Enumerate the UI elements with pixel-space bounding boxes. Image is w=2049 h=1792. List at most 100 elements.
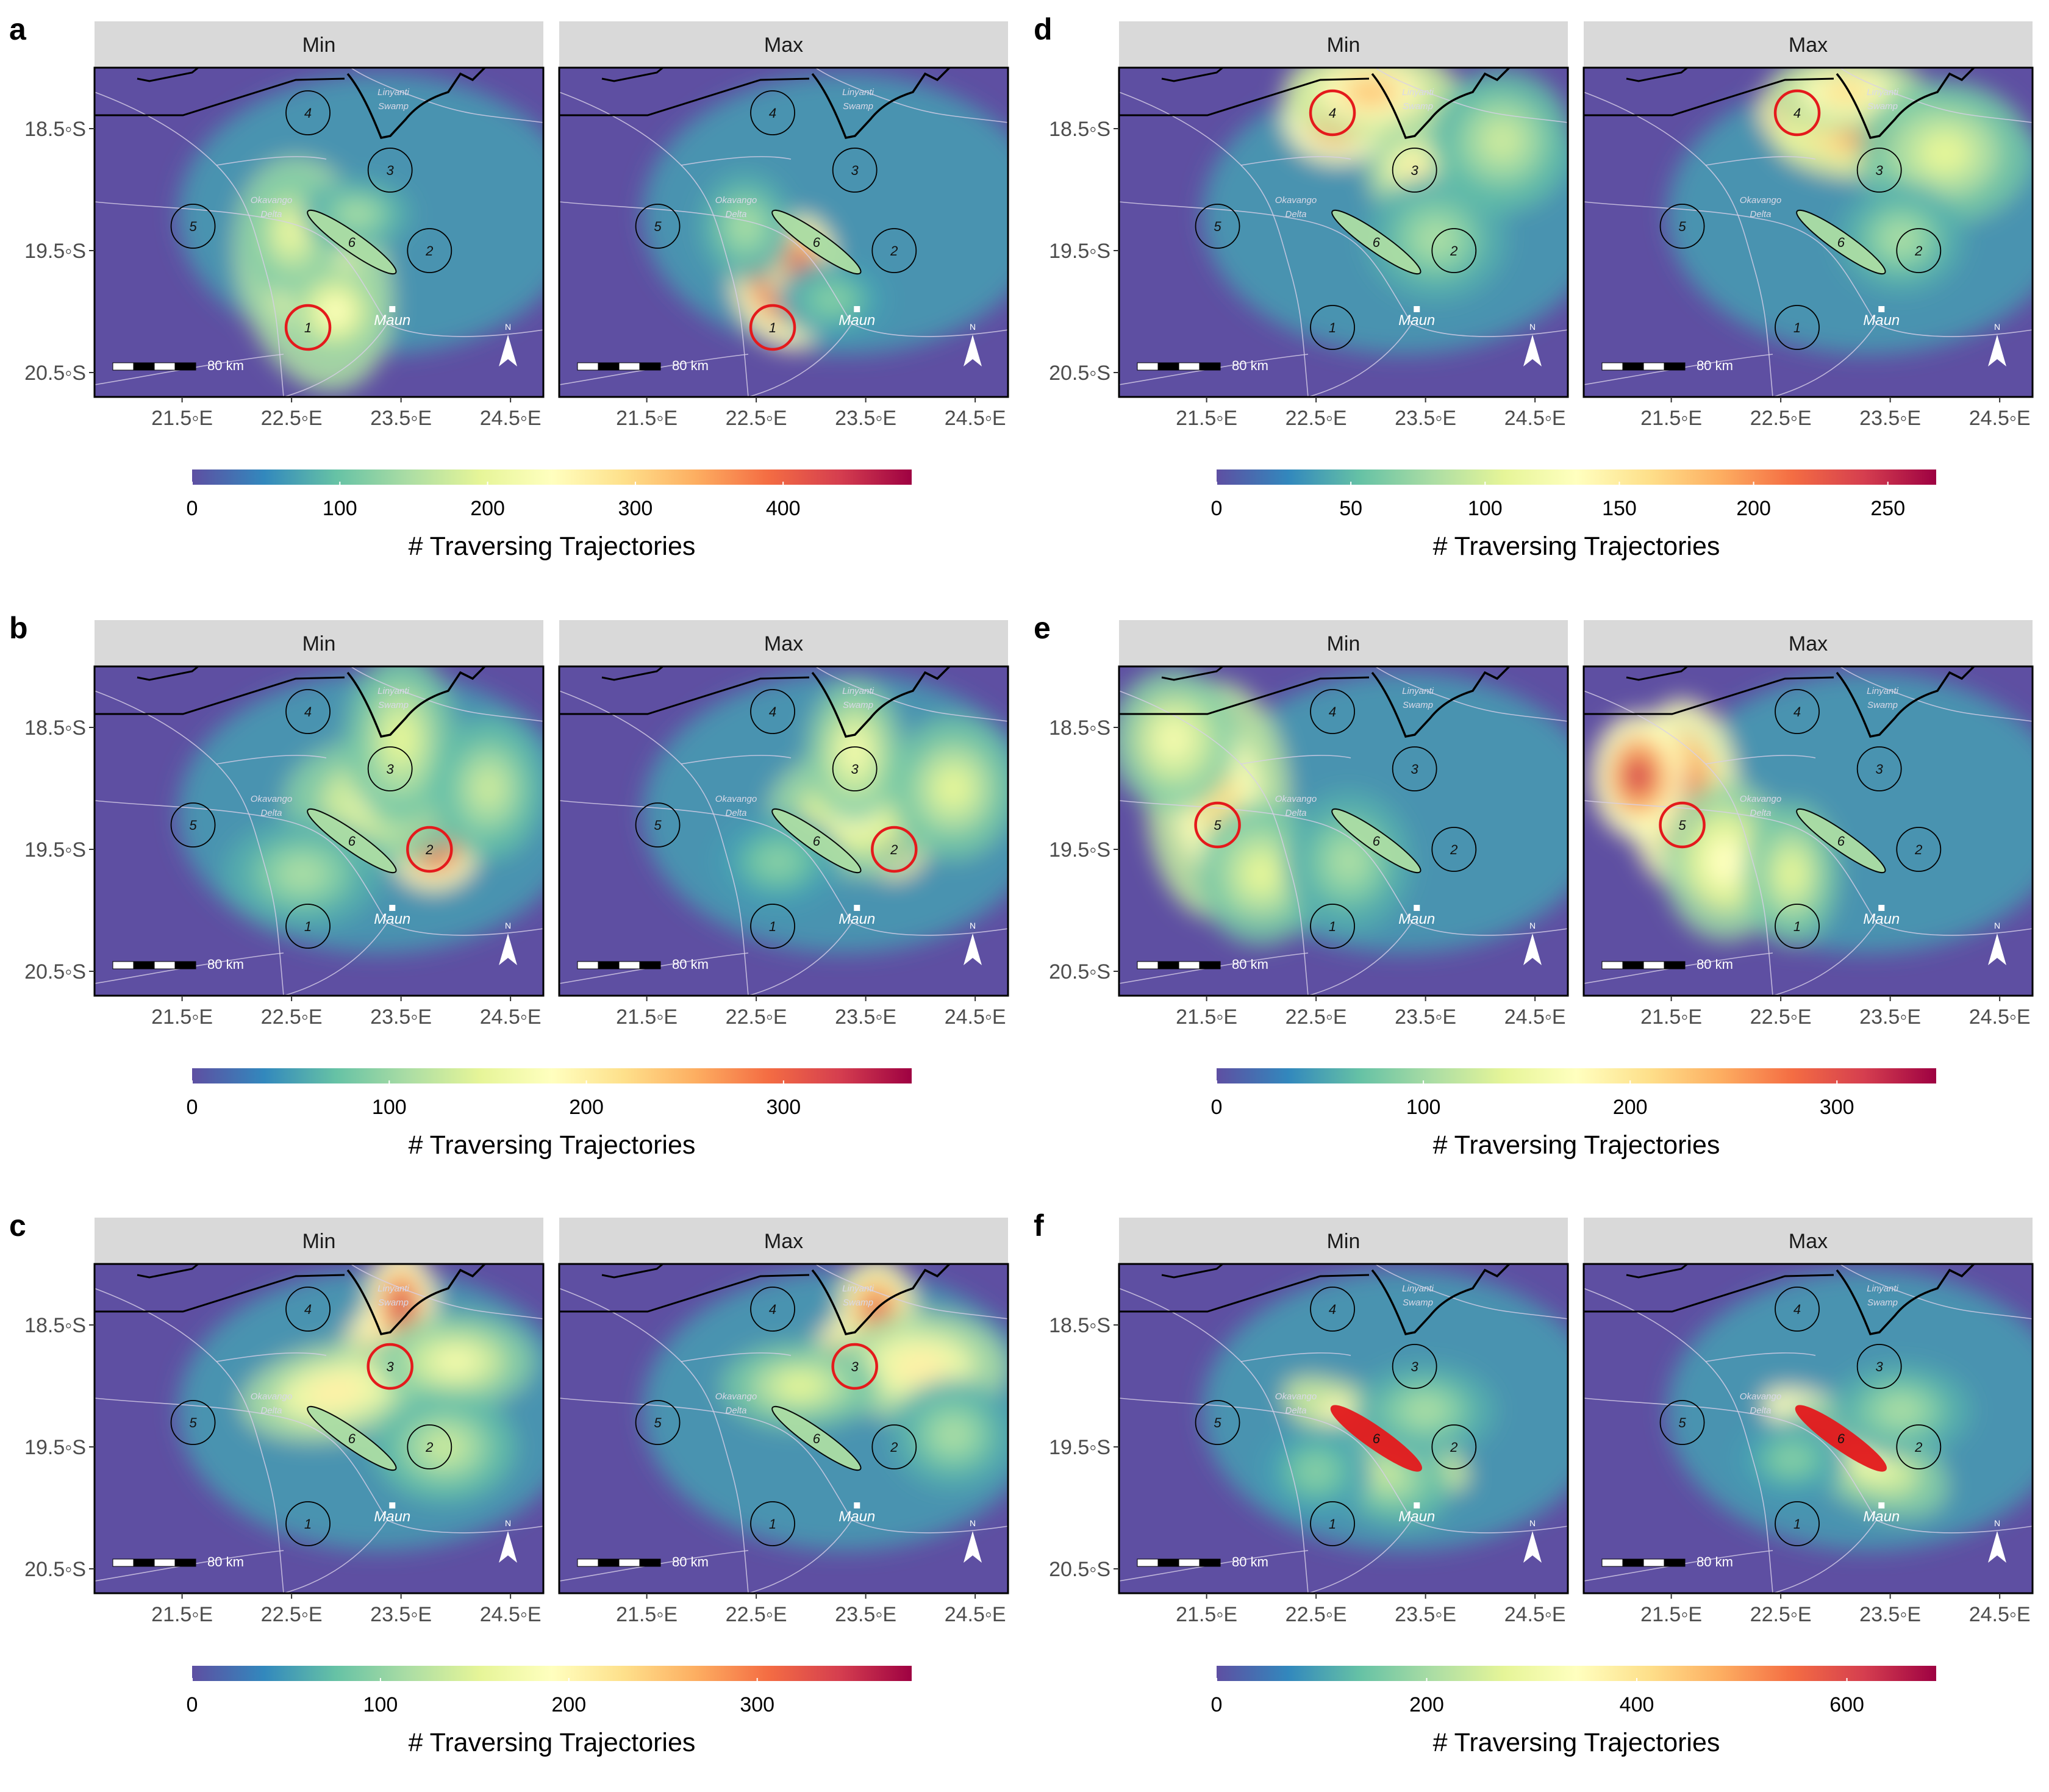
density-blob: [1623, 757, 1653, 796]
density-layer: [1202, 68, 1568, 354]
site-label: 3: [851, 163, 859, 178]
river-line: [283, 323, 388, 397]
colorbar-tick-label: 100: [1406, 1096, 1441, 1119]
border-line: [1119, 77, 1370, 116]
scale-bar-segment: [1199, 961, 1221, 969]
river-line: [1307, 1519, 1412, 1593]
density-layer: [1667, 68, 2033, 354]
border-line: [1161, 68, 1223, 82]
x-tick-label: 21.5◦E: [1176, 1603, 1237, 1626]
linyanti-label: Linyanti: [842, 87, 874, 98]
site-circle: [1659, 1400, 1705, 1445]
border-line: [1119, 676, 1370, 715]
river-line: [1119, 690, 1309, 996]
site-label: 4: [1793, 105, 1801, 121]
colorbar-title: # Traversing Trajectories: [1433, 1728, 1720, 1757]
river-line: [815, 1264, 1008, 1319]
x-tick-label: 21.5◦E: [616, 1005, 678, 1029]
site-circle: [1392, 746, 1437, 791]
river-line: [1772, 323, 1877, 397]
north-arrow-icon: [1523, 933, 1542, 965]
site-label: 2: [890, 1440, 898, 1455]
river-line: [95, 1288, 284, 1593]
scale-bar-segment: [174, 961, 196, 969]
site-circle: [750, 689, 795, 734]
facet-min: Min Linyanti Swamp Okavango Delta 6 1 2 3 4 5 Maun 8…: [1049, 21, 1569, 430]
density-blob: [1706, 837, 1746, 886]
colorbar-tick-label: 400: [766, 497, 801, 520]
okavango-label: Okavango: [1275, 794, 1317, 804]
site-6-region: [1796, 209, 1886, 275]
swamp-label: Swamp: [843, 101, 873, 112]
river-line: [851, 1519, 1008, 1533]
delta-label: Delta: [1750, 209, 1771, 220]
density-blob: [471, 766, 506, 810]
site-label: 4: [1329, 1302, 1336, 1317]
north-label: N: [970, 921, 976, 930]
x-tick-label: 21.5◦E: [616, 407, 678, 430]
site-6-region: [1795, 1405, 1887, 1472]
x-tick-label: 23.5◦E: [370, 1603, 432, 1626]
river-line: [1839, 1264, 2033, 1319]
scale-bar-segment: [639, 961, 661, 969]
x-tick-label: 22.5◦E: [1286, 1603, 1347, 1626]
panel-f: f Min Linyanti Swamp Okavango Delta 6 1 2 3 4 5 Maun…: [1034, 1208, 2034, 1757]
scale-bar-segment: [1601, 961, 1623, 969]
maun-marker: [1414, 1502, 1420, 1508]
linyanti-label: Linyanti: [842, 1283, 874, 1294]
linyanti-label: Linyanti: [377, 1283, 409, 1294]
colorbar-title: # Traversing Trajectories: [409, 1728, 696, 1757]
site-label: 1: [769, 1516, 776, 1532]
y-tick-label: 19.5◦S: [1049, 240, 1110, 263]
site-label: 1: [304, 1516, 312, 1532]
facet-max: Max Linyanti Swamp Okavango Delta 6 1 2 3 4 5 Maun 8…: [1582, 1218, 2034, 1626]
border-line: [1626, 666, 1688, 681]
river-line: [95, 690, 284, 996]
panel-b: b Min Linyanti Swamp Okavango Delta 6 1 2 3 4 5 Maun…: [9, 611, 1009, 1160]
north-arrow-icon: [964, 1531, 982, 1563]
panel-letter: f: [1034, 1208, 1044, 1243]
site-circle: [749, 304, 796, 351]
density-blob: [340, 203, 374, 225]
site-circle: [407, 1424, 452, 1469]
colorbar-tick-label: 0: [187, 1096, 198, 1119]
scale-bar-segment: [1664, 1558, 1686, 1567]
maun-marker: [854, 306, 860, 312]
site-6-region: [307, 209, 397, 275]
site-circle: [871, 1424, 917, 1469]
facet-min: Min Linyanti Swamp Okavango Delta 6 1 2 3 4 5 Maun 8…: [24, 21, 545, 430]
border-line: [1626, 1264, 1688, 1279]
river-line: [1375, 1264, 1568, 1319]
scale-label: 80 km: [1232, 1554, 1268, 1569]
x-tick-label: 24.5◦E: [945, 1005, 1006, 1029]
swamp-label: Swamp: [378, 101, 409, 112]
facet-max: Max Linyanti Swamp Okavango Delta 6 1 2 3 4 5 Maun 8…: [1582, 21, 2034, 430]
site-label: 6: [1373, 834, 1381, 849]
facet-min: Min Linyanti Swamp Okavango Delta 6 1 2 3 4 5 Maun 8…: [1049, 1218, 1569, 1626]
site-circle: [1195, 1400, 1240, 1445]
river-line: [95, 800, 388, 923]
facet-strip: [1584, 620, 2033, 666]
colorbar-title: # Traversing Trajectories: [1433, 532, 1720, 561]
facet-strip: [95, 620, 543, 666]
maun-label: Maun: [374, 312, 410, 329]
site-label: 1: [1329, 1516, 1336, 1532]
x-tick-label: 21.5◦E: [1176, 407, 1237, 430]
site-label: 2: [1450, 842, 1457, 857]
scale-bar-segment: [1199, 362, 1221, 371]
site-circle: [1775, 1287, 1820, 1332]
site-circle: [635, 204, 681, 249]
density-blob: [384, 713, 418, 766]
site-label: 6: [813, 1431, 821, 1446]
scale-bar-segment: [618, 1558, 640, 1567]
facet-label: Min: [302, 34, 336, 57]
river-line: [1772, 922, 1877, 996]
border-line: [137, 666, 199, 681]
linyanti-label: Linyanti: [377, 87, 409, 98]
scale-label: 80 km: [1697, 957, 1733, 972]
river-line: [1375, 68, 1568, 123]
site-circle: [1896, 1424, 1942, 1469]
scale-bar-segment: [639, 1558, 661, 1567]
site-label: 2: [1450, 243, 1457, 259]
scale-bar-segment: [1601, 1558, 1623, 1567]
